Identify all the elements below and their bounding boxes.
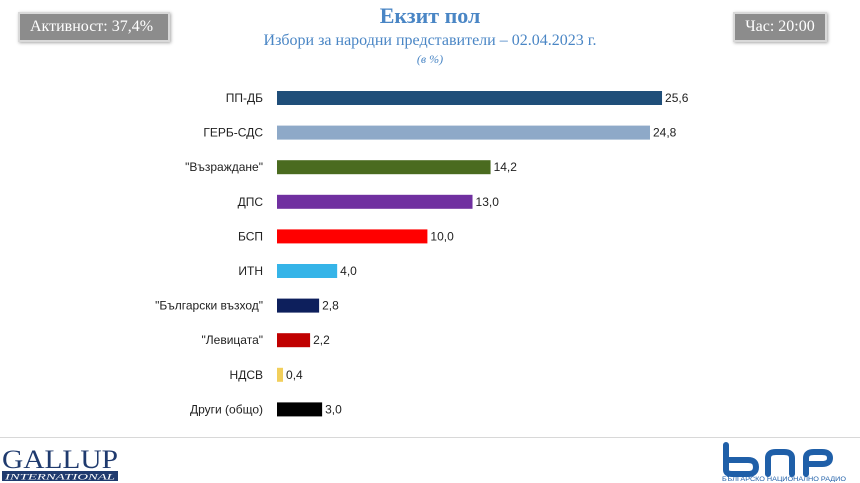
value-label: 3,0 bbox=[325, 402, 342, 416]
bar bbox=[277, 367, 284, 382]
value-label: 2,8 bbox=[322, 299, 339, 313]
bar-chart: ПП-ДБ 25,6 ГЕРБ-СДС 24,8 "Възраждане" 14,2 ДПС… bbox=[155, 91, 689, 417]
chart-subtitle: Избори за народни представители – 02.04.… bbox=[263, 32, 597, 49]
category-label: ГЕРБ-СДС bbox=[203, 126, 263, 140]
category-label: НДСВ bbox=[230, 368, 263, 382]
category-label: БСП bbox=[238, 229, 263, 243]
gallup-logo: GALLUP INTERNATIONAL bbox=[2, 445, 118, 482]
chart-unit: (в %) bbox=[416, 52, 444, 66]
value-label: 13,0 bbox=[476, 195, 500, 209]
value-label: 14,2 bbox=[494, 160, 518, 174]
value-label: 2,2 bbox=[313, 333, 330, 347]
chart-header: Екзит пол Избори за народни представител… bbox=[0, 3, 860, 67]
category-label: ПП-ДБ bbox=[226, 91, 263, 105]
bar bbox=[277, 333, 311, 348]
gallup-logo-name: GALLUP bbox=[2, 445, 118, 474]
gallup-logo-sub: INTERNATIONAL bbox=[3, 472, 115, 482]
bar bbox=[277, 125, 650, 140]
category-label: Други (общо) bbox=[190, 402, 263, 416]
category-label: ДПС bbox=[238, 195, 264, 209]
bar bbox=[277, 229, 428, 244]
value-label: 0,4 bbox=[286, 368, 303, 382]
bar bbox=[277, 91, 663, 105]
time-badge: Час: 20:00 bbox=[733, 12, 827, 42]
bar bbox=[277, 402, 323, 417]
category-label: ИТН bbox=[238, 264, 263, 278]
value-label: 4,0 bbox=[340, 264, 357, 278]
value-label: 24,8 bbox=[653, 126, 677, 140]
footer-divider bbox=[0, 437, 860, 438]
category-label: "Български възход" bbox=[155, 299, 263, 313]
bar bbox=[277, 264, 338, 278]
category-label: "Левицата" bbox=[202, 333, 263, 347]
bar bbox=[277, 298, 320, 313]
bar bbox=[277, 194, 473, 209]
value-label: 10,0 bbox=[430, 229, 454, 243]
bnr-logo-sub: БЪЛГАРСКО НАЦИОНАЛНО РАДИО bbox=[722, 477, 846, 482]
bnr-logo: БЪЛГАРСКО НАЦИОНАЛНО РАДИО bbox=[722, 442, 846, 482]
value-label: 25,6 bbox=[665, 91, 689, 105]
bar bbox=[277, 160, 491, 175]
category-label: "Възраждане" bbox=[185, 160, 263, 174]
chart-title: Екзит пол bbox=[379, 3, 481, 28]
turnout-badge: Активност: 37,4% bbox=[18, 12, 170, 42]
